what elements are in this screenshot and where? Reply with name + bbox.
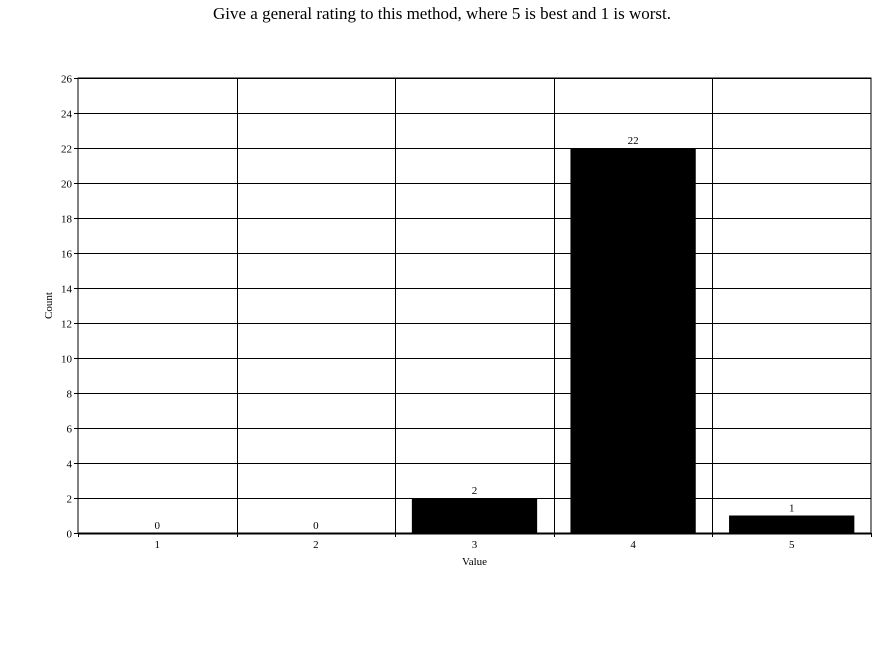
y-tick-label: 14 — [61, 284, 73, 296]
data-label-1: 0 — [155, 520, 161, 532]
axes — [74, 78, 872, 537]
y-tick-label: 8 — [67, 389, 73, 401]
data-label-2: 0 — [313, 520, 319, 532]
x-tick-label: 2 — [313, 539, 319, 551]
x-tick-label: 4 — [630, 539, 636, 551]
y-tick-label: 0 — [67, 529, 73, 541]
y-tick-label: 16 — [61, 249, 73, 261]
data-label-4: 22 — [628, 135, 639, 147]
y-tick-label: 2 — [67, 494, 73, 506]
plot-area — [77, 77, 872, 534]
chart-title: Give a general rating to this method, wh… — [213, 4, 671, 23]
y-tick-label: 10 — [61, 354, 73, 366]
data-label-5: 1 — [789, 503, 795, 515]
x-axis-label: Value — [462, 556, 487, 568]
x-tick-label: 1 — [155, 539, 161, 551]
bar-4 — [570, 148, 696, 533]
y-axis-label: Count — [43, 292, 55, 319]
y-tick-label: 6 — [67, 424, 73, 436]
bar-3 — [411, 498, 538, 533]
y-tick-label: 20 — [61, 179, 73, 191]
data-label-3: 2 — [472, 485, 478, 497]
y-tick-label: 18 — [61, 214, 73, 226]
y-tick-label: 24 — [61, 109, 73, 121]
y-tick-label: 26 — [61, 74, 73, 86]
x-tick-label: 5 — [789, 539, 795, 551]
y-tick-label: 12 — [61, 319, 72, 331]
y-tick-label: 22 — [61, 144, 72, 156]
bars — [411, 148, 855, 533]
grid — [77, 77, 872, 534]
y-tick-label: 4 — [67, 459, 73, 471]
bar-5 — [729, 515, 855, 533]
x-tick-label: 3 — [472, 539, 478, 551]
